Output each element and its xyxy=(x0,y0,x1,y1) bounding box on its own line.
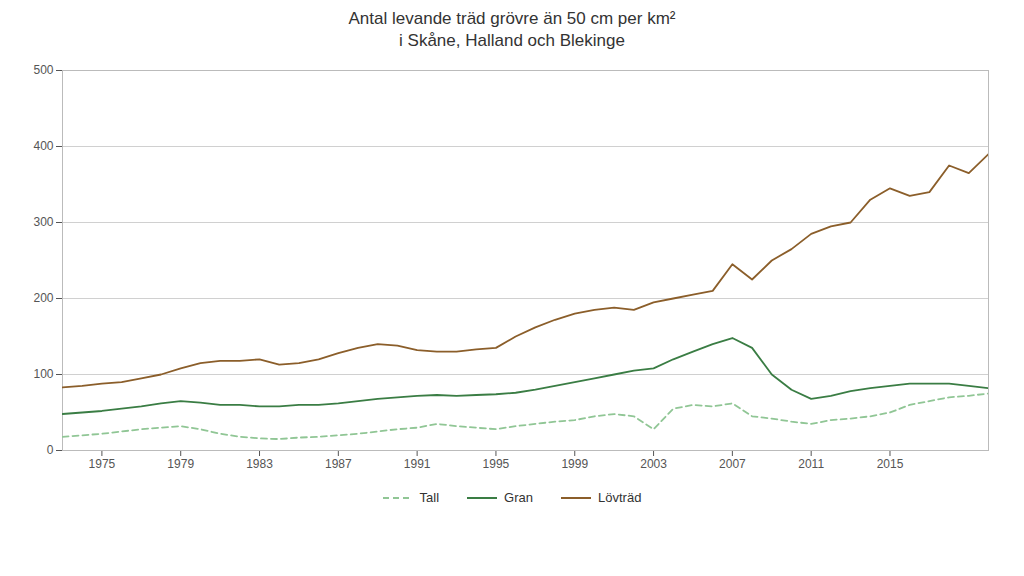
svg-text:2003: 2003 xyxy=(640,457,667,471)
svg-text:2007: 2007 xyxy=(719,457,746,471)
svg-text:1995: 1995 xyxy=(483,457,510,471)
svg-text:500: 500 xyxy=(33,64,53,78)
svg-text:0: 0 xyxy=(47,444,54,458)
svg-text:1979: 1979 xyxy=(167,457,194,471)
svg-text:2011: 2011 xyxy=(798,457,824,471)
svg-text:400: 400 xyxy=(33,140,53,154)
svg-text:1983: 1983 xyxy=(246,457,273,471)
svg-text:1975: 1975 xyxy=(89,457,116,471)
html-text:Tall: Tall xyxy=(419,490,440,506)
html-text:Antal levande träd grövre än 5: Antal levande träd grövre än 50 cm per k… xyxy=(348,9,676,28)
html-text:Lövträd: Lövträd xyxy=(598,490,642,506)
svg-text:300: 300 xyxy=(33,216,53,230)
svg-text:1987: 1987 xyxy=(325,457,352,471)
svg-text:200: 200 xyxy=(33,292,53,306)
svg-text:1991: 1991 xyxy=(404,457,431,471)
svg-text:2015: 2015 xyxy=(877,457,904,471)
html-text:i Skåne, Halland och Blekinge: i Skåne, Halland och Blekinge xyxy=(399,31,625,51)
svg-text:1999: 1999 xyxy=(561,457,588,471)
svg-text:100: 100 xyxy=(33,368,53,382)
html-text:Gran: Gran xyxy=(504,490,533,506)
